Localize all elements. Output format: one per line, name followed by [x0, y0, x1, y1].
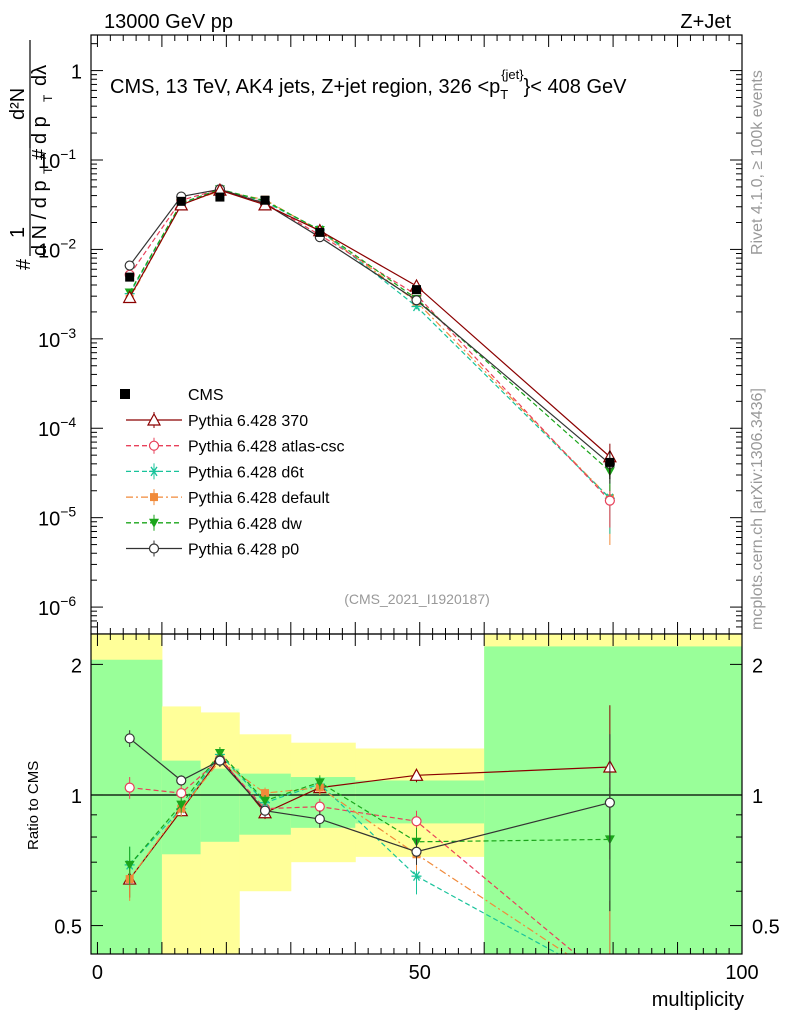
data-point [215, 192, 225, 202]
main-panel: 1 10−1 10−2 10−3 10−4 10−5 10−6 [38, 34, 743, 635]
x-tick-label: 0 [92, 962, 103, 984]
ratio-panel: 0.5 0.5 1 1 2 2 0 50 100 [54, 633, 780, 984]
ratio-point [314, 813, 325, 825]
legend-marker [150, 493, 158, 502]
collision-label: 13000 GeV pp [104, 11, 233, 33]
svg-text:d²N: d²N [7, 88, 29, 120]
ratio-point [124, 860, 135, 870]
legend-marker [149, 518, 159, 528]
analysis-tag: (CMS_2021_I1920187) [344, 591, 490, 607]
y-tick-label: 10−6 [38, 593, 76, 620]
ratio-point [411, 871, 422, 882]
data-point [260, 195, 270, 205]
svg-text:#: # [29, 148, 51, 160]
point [124, 260, 135, 271]
ratio-point [214, 755, 226, 766]
point [604, 495, 615, 506]
ratio-point [260, 796, 271, 806]
legend-label: Pythia 6.428 370 [188, 413, 308, 430]
legend-marker [149, 466, 159, 477]
legend-marker [148, 440, 160, 451]
point [411, 295, 422, 306]
series-d6t [124, 184, 615, 534]
data-point [605, 457, 615, 467]
series-data [125, 192, 615, 480]
legend-label: Pythia 6.428 default [188, 490, 330, 507]
ratio-series-p0 [124, 730, 615, 912]
ratio-y-tick-label-right: 1 [752, 786, 763, 808]
svg-text:T: T [41, 94, 55, 102]
svg-text:1: 1 [7, 227, 29, 238]
ratio-point [411, 846, 422, 857]
ratio-point [409, 768, 424, 781]
point [122, 290, 137, 304]
y-tick-label: 10−4 [38, 414, 76, 441]
legend-entry-dw: Pythia 6.428 dw [126, 514, 302, 533]
y-tick-label: 10−5 [38, 504, 76, 531]
band-green [200, 768, 240, 842]
svg-text:d N / d p: d N / d p [29, 180, 51, 256]
legend-marker-data [120, 389, 130, 399]
ratio-point [214, 748, 225, 758]
legend-label: Pythia 6.428 p0 [188, 542, 299, 559]
data-point [315, 227, 325, 237]
y-tick-label: 10−1 [38, 146, 76, 173]
svg-text:T: T [41, 166, 55, 174]
legend-marker [146, 412, 162, 426]
rivet-version-label: Rivet 4.1.0, ≥ 100k events [749, 70, 766, 255]
data-point [176, 196, 186, 206]
y-tick-label: 1 [71, 62, 82, 84]
legend-entry-d6t: Pythia 6.428 d6t [126, 463, 304, 481]
ratio-point [314, 801, 325, 812]
svg-text:d p: d p [29, 116, 51, 144]
legend: CMS Pythia 6.428 370 Pythia 6.428 atlas-c… [120, 387, 345, 559]
x-axis-label: multiplicity [652, 989, 744, 1011]
process-label: Z+Jet [680, 11, 731, 33]
legend-label-data: CMS [188, 387, 224, 404]
ratio-point [124, 733, 135, 744]
y-tick-label: 10−2 [38, 235, 76, 262]
legend-entry-data: CMS [120, 387, 224, 404]
svg-text:#: # [13, 258, 35, 270]
ratio-point [411, 816, 422, 827]
ratio-point [176, 800, 187, 810]
data-point [412, 285, 421, 295]
x-tick-label: 100 [725, 962, 758, 984]
ratio-point [259, 805, 271, 816]
ratio-y-tick-label: 2 [71, 655, 82, 677]
ratio-y-tick-label-right: 2 [752, 655, 763, 677]
legend-entry-370: Pythia 6.428 370 [126, 412, 308, 430]
ratio-point [261, 789, 270, 798]
data-point [125, 272, 135, 282]
legend-entry-p0: Pythia 6.428 p0 [126, 540, 299, 559]
ratio-y-tick-label: 1 [71, 786, 82, 808]
legend-entry-default: Pythia 6.428 default [126, 489, 330, 507]
y-tick-label: 10−3 [38, 325, 76, 352]
ratio-point [176, 788, 187, 799]
plot-title: CMS, 13 TeV, AK4 jets, Z+jet region, 326… [110, 67, 627, 102]
ratio-point [124, 782, 135, 793]
series-370 [122, 182, 617, 477]
ratio-y-tick-label: 0.5 [54, 917, 82, 939]
legend-label: Pythia 6.428 dw [188, 516, 302, 533]
ratio-frame [90, 633, 743, 955]
legend-label: Pythia 6.428 d6t [188, 464, 304, 481]
ratio-point [314, 778, 325, 788]
legend-entry-atlas-csc: Pythia 6.428 atlas-csc [126, 437, 345, 456]
legend-marker [148, 543, 160, 554]
ratio-y-label: Ratio to CMS [25, 761, 42, 850]
ratio-point [604, 797, 615, 808]
main-y-label: # 1 d N / d p T # d²N d p T dλ [7, 40, 55, 270]
band-green [91, 659, 163, 954]
x-tick-label: 50 [409, 962, 431, 984]
ratio-y-tick-label-right: 0.5 [752, 917, 780, 939]
mcplots-label: mcplots.cern.ch [arXiv:1306.3436] [749, 388, 766, 630]
svg-text:dλ: dλ [29, 65, 51, 86]
ratio-point [176, 775, 187, 786]
band-green [355, 780, 485, 824]
legend-label: Pythia 6.428 atlas-csc [188, 439, 345, 456]
